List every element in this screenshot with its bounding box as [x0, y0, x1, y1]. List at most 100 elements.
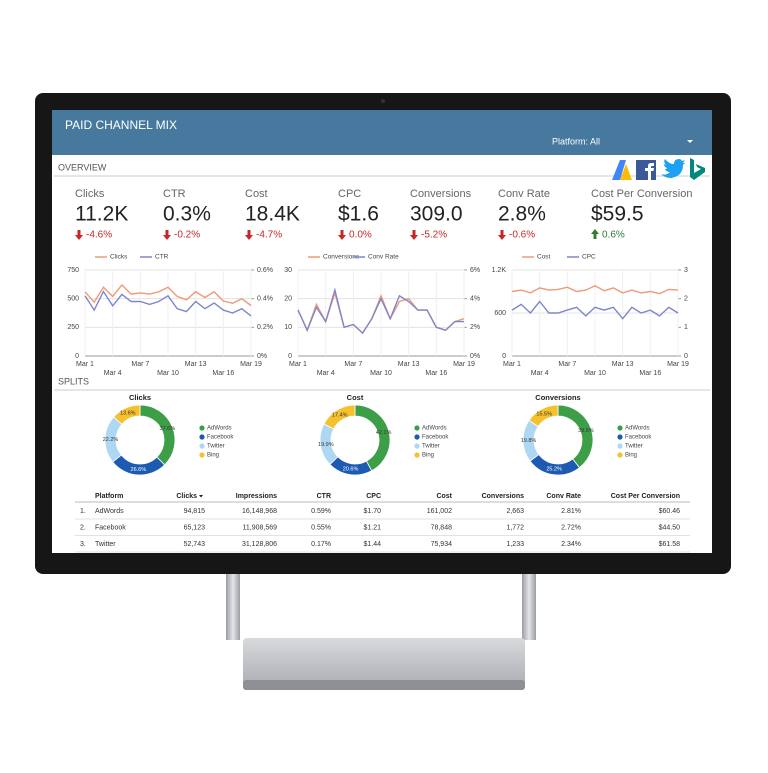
dropdown-arrow[interactable] [687, 140, 693, 143]
table-cell: 161,002 [427, 508, 452, 515]
column-header: Conv Rate [546, 493, 581, 500]
legend-label: Twitter [422, 444, 440, 450]
dashboard-title: PAID CHANNEL MIX [65, 118, 177, 132]
y-tick-label: 250 [67, 324, 79, 331]
x-tick-label: Mar 13 [398, 361, 420, 368]
kpi-change: -5.2% [421, 230, 447, 241]
kpi-change: 0.0% [349, 230, 372, 241]
table-cell: 2.81% [561, 508, 581, 515]
series-line [511, 285, 679, 295]
table-cell: 2.34% [561, 541, 581, 548]
legend-dot [199, 434, 205, 440]
kpi-value: 11.2K [75, 203, 128, 226]
x-tick-label: Mar 7 [344, 361, 362, 368]
kpi-change: -0.2% [174, 230, 200, 241]
kpi-value: 2.8% [498, 203, 546, 226]
kpi-value: 0.3% [163, 203, 211, 226]
platform-filter[interactable]: Platform: All [552, 136, 600, 146]
table-cell: 52,743 [184, 541, 206, 548]
legend-dot [617, 443, 623, 449]
donut-slice [323, 404, 356, 430]
x-tick-label: Mar 16 [212, 370, 234, 377]
trend-arrow [591, 229, 599, 239]
table-cell: 0.55% [311, 524, 331, 531]
column-header: Cost [436, 493, 452, 500]
legend-label: Conversions [323, 254, 360, 261]
x-tick-label: Mar 4 [531, 370, 549, 377]
table-cell: 65,123 [184, 524, 206, 531]
legend-dot [617, 434, 623, 440]
y-tick-label: 0 [288, 353, 292, 360]
column-header: Clicks [176, 493, 197, 500]
column-header: Conversions [482, 493, 525, 500]
trend-arrow [75, 230, 83, 240]
legend-label: AdWords [625, 426, 650, 432]
trend-arrow [163, 230, 171, 240]
slice-label: 37.6% [159, 426, 175, 432]
x-tick-label: Mar 10 [370, 370, 392, 377]
kpi-change: -0.6% [509, 230, 535, 241]
column-header: Platform [95, 493, 123, 500]
table-cell: AdWords [95, 508, 124, 515]
legend-label: Bing [625, 453, 637, 459]
stand-base-edge [243, 680, 525, 690]
x-tick-label: Mar 16 [425, 370, 447, 377]
kpi-label: Conversions [410, 188, 472, 200]
y2-tick-label: 0% [470, 353, 480, 360]
stand-base [243, 638, 525, 690]
x-tick-label: Mar 1 [503, 361, 521, 368]
table-cell: 2,663 [506, 508, 524, 515]
legend-label: Facebook [207, 435, 234, 441]
y-tick-label: 30 [284, 267, 292, 274]
y-tick-label: 600 [494, 310, 506, 317]
table-cell: 1,772 [506, 524, 524, 531]
x-tick-label: Mar 13 [612, 361, 634, 368]
y2-tick-label: 2% [470, 324, 480, 331]
legend-label: Cost [537, 254, 551, 261]
trend-arrow [410, 230, 418, 240]
table-cell: 16,148,968 [242, 508, 277, 515]
legend-label: Facebook [625, 435, 652, 441]
table-cell: Twitter [95, 541, 116, 548]
x-tick-label: Mar 19 [667, 361, 689, 368]
x-tick-label: Mar 1 [289, 361, 307, 368]
legend-label: AdWords [422, 426, 447, 432]
kpi-label: CTR [163, 188, 186, 200]
y2-tick-label: 1 [684, 324, 688, 331]
y-tick-label: 0 [75, 353, 79, 360]
table-cell: 1,233 [506, 541, 524, 548]
kpi-label: Cost [245, 188, 268, 200]
x-tick-label: Mar 4 [104, 370, 122, 377]
column-header: Impressions [236, 493, 277, 500]
column-header: Cost Per Conversion [611, 493, 680, 500]
legend-label: Bing [422, 453, 434, 459]
y-tick-label: 0 [502, 353, 506, 360]
kpi-value: $59.5 [591, 203, 644, 226]
y2-tick-label: 0.2% [257, 324, 273, 331]
legend-dot [199, 443, 205, 449]
legend-dot [199, 425, 205, 431]
kpi-value: 309.0 [410, 203, 463, 226]
x-tick-label: Mar 13 [185, 361, 207, 368]
x-tick-label: Mar 16 [639, 370, 661, 377]
camera [381, 99, 385, 103]
legend-label: CPC [582, 254, 596, 261]
slice-label: 15.5% [536, 411, 552, 417]
y2-tick-label: 0.4% [257, 296, 273, 303]
slice-label: 39.5% [578, 428, 594, 434]
donut-slice [113, 404, 141, 425]
legend-label: Twitter [625, 444, 643, 450]
x-tick-label: Mar 19 [453, 361, 475, 368]
x-tick-label: Mar 4 [317, 370, 335, 377]
table-cell: $1.44 [363, 541, 381, 548]
facebook-icon [645, 163, 654, 180]
y2-tick-label: 6% [470, 267, 480, 274]
table-cell: 78,848 [431, 524, 453, 531]
x-tick-label: Mar 10 [584, 370, 606, 377]
slice-label: 26.6% [131, 467, 147, 473]
table-cell: 0.17% [311, 541, 331, 548]
table-cell: 31,128,806 [242, 541, 277, 548]
table-cell: $1.70 [363, 508, 381, 515]
twitter-icon [661, 159, 685, 178]
kpi-change: -4.6% [86, 230, 112, 241]
